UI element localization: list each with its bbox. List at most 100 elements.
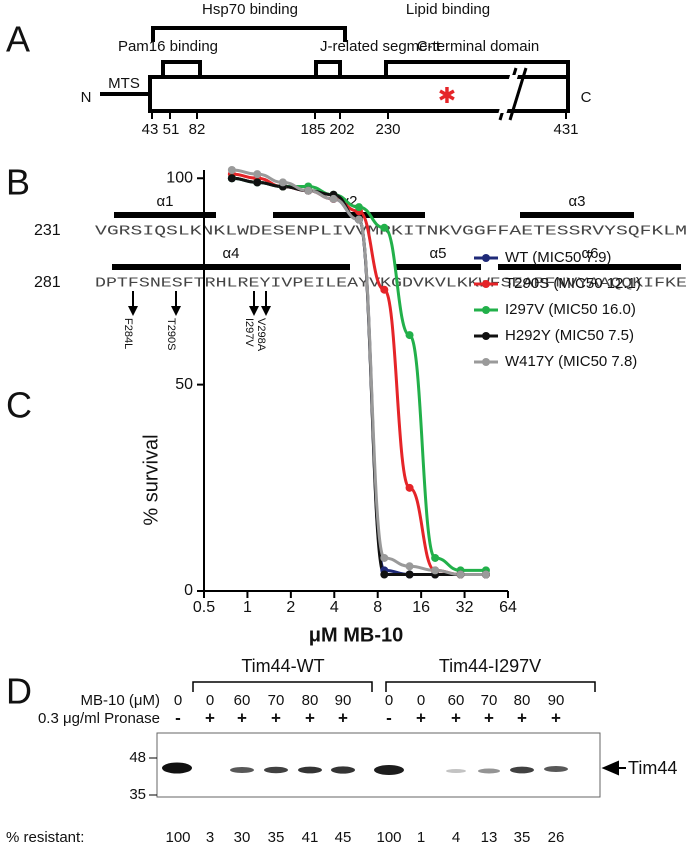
label: Lipid binding (406, 1, 490, 18)
resistant-value: 100 (165, 829, 190, 846)
bands (162, 762, 568, 775)
mb10-value: 60 (448, 692, 465, 709)
data-point (329, 194, 338, 203)
data-point (431, 553, 440, 562)
helix-label: α4 (222, 245, 239, 262)
x-tick-label: 16 (412, 599, 430, 616)
mb10-value: 0 (174, 692, 182, 709)
resistant-value: 13 (481, 829, 498, 846)
label: C-terminal domain (417, 38, 540, 55)
pronase-value: + (551, 708, 561, 727)
resistant-value: 100 (376, 829, 401, 846)
panel-d: D Tim44-WT Tim44-I297V MB-10 (μM) 0.3 μg… (6, 656, 677, 846)
helix-bar (498, 264, 681, 270)
data-point (481, 570, 490, 579)
mutation: F284L (122, 318, 134, 349)
mb10-value: 60 (234, 692, 251, 709)
position: 185 (300, 121, 325, 138)
panel-a: A Hsp70 binding Lipid binding Pam16 bind… (6, 1, 592, 138)
position: 82 (189, 121, 206, 138)
x-tick-label: 2 (286, 599, 295, 616)
mb10-value: 90 (548, 692, 565, 709)
resistant-value: 3 (206, 829, 214, 846)
y-tick-label: 0 (184, 582, 193, 599)
data-point (456, 570, 465, 579)
data-point (380, 285, 389, 294)
x-tick-label: 1 (243, 599, 252, 616)
row-label: MB-10 (μM) (81, 692, 160, 709)
bracket (314, 60, 342, 76)
x-tick-label: 8 (373, 599, 382, 616)
mb10-value: 80 (302, 692, 319, 709)
legend-label: I297V (MIC50 16.0) (505, 301, 636, 318)
resistant-value: 30 (234, 829, 251, 846)
data-point (253, 178, 262, 187)
label: MTS (108, 75, 140, 92)
label: Pam16 binding (118, 38, 218, 55)
helix-label: α6 (581, 245, 598, 262)
y-tick-label: 50 (175, 376, 193, 393)
pronase-value: + (271, 708, 281, 727)
arrow (601, 760, 626, 776)
break-gap (498, 75, 519, 113)
x-tick-label: 0.5 (193, 599, 215, 616)
start-number: 281 (34, 274, 61, 291)
resistant-value: 26 (548, 829, 565, 846)
row-label: % resistant: (6, 829, 84, 846)
mb10-value: 0 (385, 692, 393, 709)
helix-bar (395, 264, 481, 270)
panel-label: D (6, 671, 32, 712)
group-label: Tim44-WT (241, 656, 324, 676)
x-tick-label: 64 (499, 599, 517, 616)
data-point (380, 223, 389, 232)
band-label: Tim44 (628, 758, 677, 778)
resistant-value: 35 (514, 829, 531, 846)
sequence: VGRSIQSLKNKLWDESENPLIVVMRKITNKVGGFFAETES… (95, 224, 687, 240)
position: 43 (142, 121, 159, 138)
bracket (151, 26, 347, 42)
data-point (304, 186, 313, 195)
label: C (581, 89, 592, 106)
helix-label: α5 (429, 245, 446, 262)
pronase-value: + (237, 708, 247, 727)
data-point (227, 166, 236, 174)
panel-c: C % survival μM MB-10 0 50 100 0.5 1 2 4 8 16 32 6… (6, 166, 641, 646)
mutation: V298A (255, 318, 267, 352)
panel-label: A (6, 19, 30, 60)
y-axis-label: % survival (140, 434, 162, 525)
blot (156, 732, 601, 798)
sequence: DPTFSNESFTRHLREYIVPEILEAYVKGDVKVLKKWFSEA… (95, 276, 687, 292)
mb10-value: 90 (335, 692, 352, 709)
pronase-value: + (338, 708, 348, 727)
marker-label: 48 (129, 749, 146, 766)
arrowheads (128, 306, 271, 316)
x-tick-label: 32 (456, 599, 474, 616)
pronase-value: + (305, 708, 315, 727)
resistant-value: 41 (302, 829, 319, 846)
pronase-value: - (386, 708, 392, 727)
position: 230 (375, 121, 400, 138)
row-label: 0.3 μg/ml Pronase (38, 710, 160, 727)
mutation: T290S (165, 318, 177, 350)
legend-marker (482, 332, 490, 340)
panel-label: C (6, 385, 32, 426)
group-label: Tim44-I297V (439, 656, 541, 676)
resistant-value: 1 (417, 829, 425, 846)
panel-label: B (6, 162, 30, 203)
resistant-value: 35 (268, 829, 285, 846)
marker-label: 35 (129, 786, 146, 803)
data-point (405, 562, 414, 571)
helix-bar (112, 264, 350, 270)
helix-bar (520, 212, 634, 218)
mb10-value: 70 (268, 692, 285, 709)
position: 431 (553, 121, 578, 138)
arrows (132, 291, 267, 310)
legend-marker (482, 358, 490, 366)
legend-marker (482, 254, 490, 262)
bracket (192, 681, 596, 692)
legend-label: WT (MIC50 7.9) (505, 249, 611, 266)
helix-label: α3 (568, 193, 585, 210)
data-point (354, 203, 363, 212)
pronase-value: - (175, 708, 181, 727)
helix-bar (114, 212, 216, 218)
